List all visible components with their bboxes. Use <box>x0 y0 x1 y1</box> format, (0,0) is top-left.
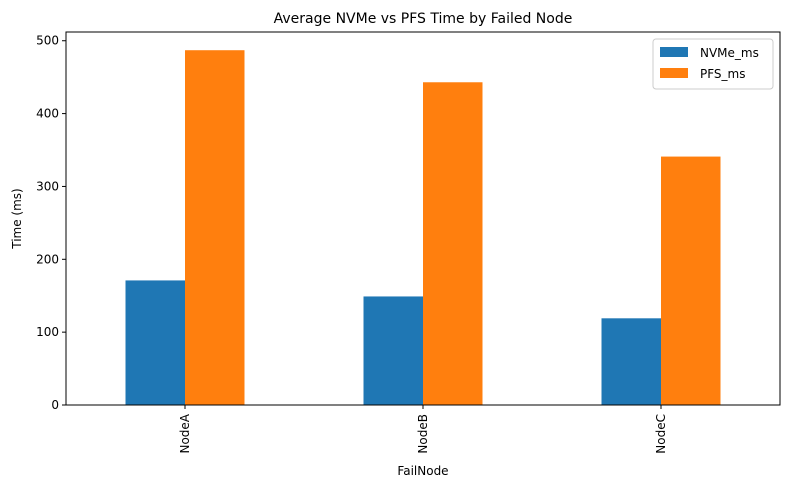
bars-layer <box>125 50 721 405</box>
bar-NVMe_ms-NodeC <box>601 318 661 405</box>
bar-PFS_ms-NodeC <box>661 156 721 405</box>
legend-label-PFS_ms: PFS_ms <box>700 67 746 81</box>
y-tick-label: 0 <box>51 398 59 412</box>
legend: NVMe_ms PFS_ms <box>652 38 774 90</box>
y-tick-label: 200 <box>36 252 59 266</box>
bar-NVMe_ms-NodeA <box>125 280 185 405</box>
y-tick-label: 400 <box>36 107 59 121</box>
y-tick-label: 500 <box>36 34 59 48</box>
legend-swatch-PFS_ms <box>660 68 688 78</box>
bar-PFS_ms-NodeB <box>423 82 483 405</box>
bar-PFS_ms-NodeA <box>185 50 245 405</box>
y-tick-label: 300 <box>36 179 59 193</box>
bar-NVMe_ms-NodeB <box>363 296 423 405</box>
x-tick-label-NodeC: NodeC <box>654 414 668 454</box>
legend-swatch-NVMe_ms <box>660 47 688 57</box>
legend-label-NVMe_ms: NVMe_ms <box>700 46 759 60</box>
x-tick-label-NodeA: NodeA <box>178 413 192 453</box>
x-axis-label: FailNode <box>397 464 448 478</box>
x-tick-label-NodeB: NodeB <box>416 414 430 454</box>
chart-title: Average NVMe vs PFS Time by Failed Node <box>274 11 573 27</box>
x-axis: NodeA NodeB NodeC <box>178 405 668 454</box>
y-tick-label: 100 <box>36 325 59 339</box>
plot-frame <box>65 31 781 406</box>
y-axis: 0 100 200 300 400 500 <box>36 34 66 412</box>
y-axis-label: Time (ms) <box>10 188 24 250</box>
